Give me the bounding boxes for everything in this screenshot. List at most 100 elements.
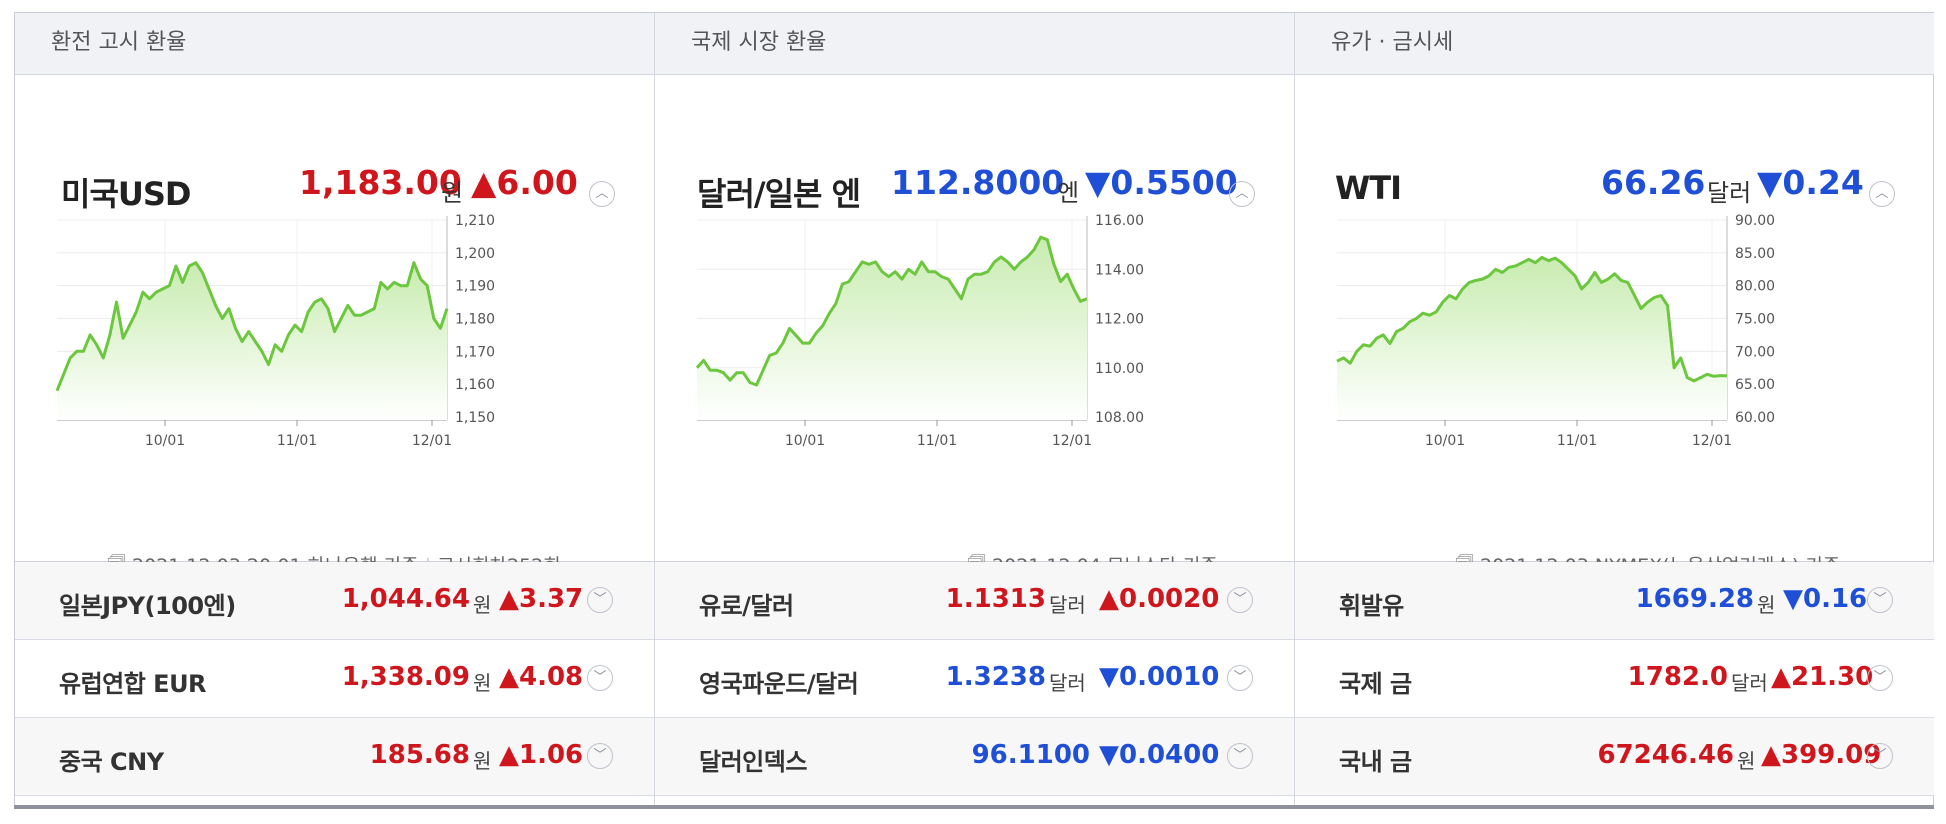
x-tick-label: 10/01	[785, 433, 825, 449]
chevron-up-icon[interactable]: ︿	[1869, 181, 1895, 207]
x-tick-label: 10/01	[145, 433, 185, 449]
list-item[interactable]: 휘발유 1669.28 원 ▼0.16 ﹀	[1295, 562, 1934, 640]
y-tick-label: 114.00	[1095, 262, 1144, 278]
x-tick-label: 11/01	[917, 433, 957, 449]
list-item-name: 달러인덱스	[699, 748, 807, 776]
chevron-down-icon[interactable]: ﹀	[587, 665, 613, 691]
list-item-name: 국내 금	[1339, 748, 1412, 776]
column-header[interactable]: 유가 · 금시세	[1295, 13, 1934, 75]
hero-name[interactable]: WTI	[1335, 169, 1402, 207]
line-chart: 1,210 1,200 1,190 1,180 1,170 1,160 1,150 10/01…	[55, 213, 495, 449]
list-item[interactable]: 일본JPY(100엔) 1,044.64 원 ▲3.37 ﹀	[15, 562, 654, 640]
y-tick-label: 110.00	[1095, 361, 1144, 377]
column-header[interactable]: 환전 고시 환율	[15, 13, 654, 75]
hero-name[interactable]: 미국USD	[61, 175, 191, 213]
list-item[interactable]: 달러인덱스 96.1100 ▼0.0400 ﹀	[655, 718, 1294, 796]
hero-value: 66.26	[1601, 163, 1706, 202]
hero-value: 1,183.00	[299, 163, 462, 202]
y-tick-label: 65.00	[1735, 377, 1775, 393]
x-tick-label: 12/01	[1692, 433, 1732, 449]
list-item-unit: 원	[473, 671, 492, 695]
hero-panel: 미국USD 1,183.00 원 ▲6.00 ︿ 1,210 1,200 1,190…	[15, 75, 654, 577]
x-tick-label: 12/01	[1052, 433, 1092, 449]
y-tick-label: 108.00	[1095, 410, 1144, 426]
column-header[interactable]: 국제 시장 환율	[655, 13, 1294, 75]
list-item-change: ▲3.37	[499, 584, 584, 614]
list-item-change: ▼0.0400	[1099, 740, 1220, 770]
list-item[interactable]: 국내 금 67246.46 원 ▲399.09 ﹀	[1295, 718, 1934, 796]
hero-value: 112.8000	[891, 163, 1065, 202]
chevron-down-icon[interactable]: ﹀	[587, 743, 613, 769]
y-tick-label: 1,160	[455, 377, 495, 393]
x-tick-label: 10/01	[1425, 433, 1465, 449]
chevron-down-icon[interactable]: ﹀	[1867, 665, 1893, 691]
y-tick-label: 1,200	[455, 246, 495, 262]
list-item-value: 1,338.09	[341, 662, 470, 692]
y-tick-label: 112.00	[1095, 312, 1144, 328]
bottom-border	[14, 805, 1934, 809]
list-item-value: 1.3238	[945, 662, 1046, 692]
area-fill	[57, 262, 447, 420]
y-tick-label: 85.00	[1735, 246, 1775, 262]
y-tick-label: 75.00	[1735, 312, 1775, 328]
chevron-down-icon[interactable]: ﹀	[1227, 587, 1253, 613]
column-oil-gold: 유가 · 금시세 WTI 66.26 달러 ▼0.24 ︿ 90.00 85.00…	[1295, 13, 1934, 807]
list-item[interactable]: 중국 CNY 185.68 원 ▲1.06 ﹀	[15, 718, 654, 796]
list-item-unit: 원	[473, 593, 492, 617]
line-chart: 90.00 85.00 80.00 75.00 70.00 65.00 60.00 10/01…	[1336, 213, 1775, 449]
column-exchange-notice: 환전 고시 환율 미국USD 1,183.00 원 ▲6.00 ︿ 1,210 1…	[15, 13, 655, 807]
y-tick-label: 1,180	[455, 312, 495, 328]
list-item[interactable]: 영국파운드/달러 1.3238 달러 ▼0.0010 ﹀	[655, 640, 1294, 718]
list-item-name: 영국파운드/달러	[699, 670, 859, 698]
list-item-name: 유럽연합 EUR	[59, 670, 207, 698]
hero-unit: 엔	[1057, 179, 1080, 207]
y-tick-label: 90.00	[1735, 213, 1775, 229]
list-item-value: 96.1100	[971, 740, 1090, 770]
list-item-name: 국제 금	[1339, 670, 1412, 698]
hero-name[interactable]: 달러/일본 엔	[697, 175, 861, 213]
chevron-up-icon[interactable]: ︿	[1229, 181, 1255, 207]
list-item-change: ▲1.06	[499, 740, 584, 770]
chevron-up-icon[interactable]: ︿	[589, 181, 615, 207]
list-item-name: 일본JPY(100엔)	[59, 592, 236, 620]
chevron-down-icon[interactable]: ﹀	[587, 587, 613, 613]
list-item-unit: 달러	[1731, 671, 1768, 695]
list-item-name: 유로/달러	[699, 592, 794, 620]
list-item-unit: 원	[1757, 593, 1776, 617]
line-chart: 116.00 114.00 112.00 110.00 108.00 10/01 11/01…	[695, 213, 1144, 449]
series-line	[55, 261, 449, 392]
y-tick-label: 80.00	[1735, 279, 1775, 295]
list-item-value: 1782.0	[1627, 662, 1728, 692]
x-tick-label: 11/01	[1557, 433, 1597, 449]
list-item-change: ▼0.0010	[1099, 662, 1220, 692]
chevron-down-icon[interactable]: ﹀	[1867, 587, 1893, 613]
y-tick-label: 1,170	[455, 344, 495, 360]
list-item-change: ▲4.08	[499, 662, 584, 692]
hero-panel: 달러/일본 엔 112.8000 엔 ▼0.5500 ︿ 116.00 114.0…	[655, 75, 1294, 577]
area-fill	[697, 237, 1087, 420]
y-tick-label: 1,190	[455, 279, 495, 295]
y-tick-label: 60.00	[1735, 410, 1775, 426]
y-tick-label: 70.00	[1735, 344, 1775, 360]
area-fill	[1337, 257, 1727, 420]
y-tick-label: 116.00	[1095, 213, 1144, 229]
y-tick-label: 1,150	[455, 410, 495, 426]
list-item-change: ▲21.30	[1771, 662, 1874, 692]
series-line	[1336, 255, 1728, 383]
list-item[interactable]: 유로/달러 1.1313 달러 ▲0.0020 ﹀	[655, 562, 1294, 640]
list-item-value: 1,044.64	[341, 584, 470, 614]
chevron-down-icon[interactable]: ﹀	[1227, 665, 1253, 691]
list-item[interactable]: 국제 금 1782.0 달러 ▲21.30 ﹀	[1295, 640, 1934, 718]
hero-change: ▼0.5500	[1085, 163, 1238, 202]
chevron-down-icon[interactable]: ﹀	[1227, 743, 1253, 769]
list-item-name: 중국 CNY	[59, 748, 164, 776]
list-item-unit: 달러	[1049, 671, 1086, 695]
list-item[interactable]: 유럽연합 EUR 1,338.09 원 ▲4.08 ﹀	[15, 640, 654, 718]
x-tick-label: 12/01	[412, 433, 452, 449]
list-item-unit: 원	[473, 749, 492, 773]
list-item-unit: 원	[1737, 749, 1756, 773]
list-item-change: ▲399.09	[1761, 740, 1882, 770]
chevron-down-icon[interactable]: ﹀	[1867, 743, 1893, 769]
column-international-market: 국제 시장 환율 달러/일본 엔 112.8000 엔 ▼0.5500 ︿ 11…	[655, 13, 1295, 807]
list-item-value: 1.1313	[945, 584, 1046, 614]
